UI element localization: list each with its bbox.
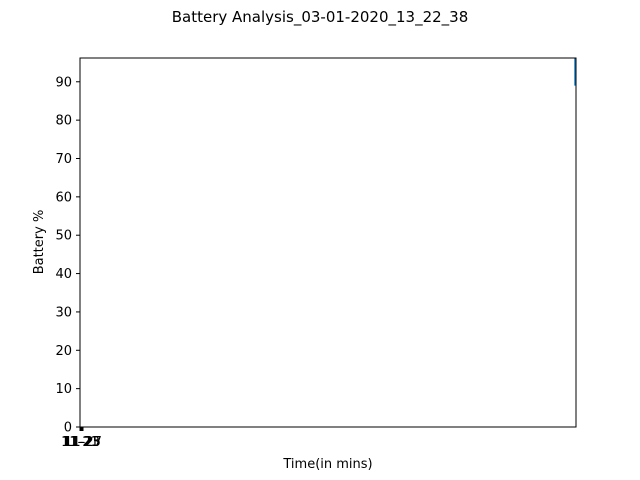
- y-tick-label: 80: [55, 114, 72, 129]
- y-tick-label: 10: [55, 382, 72, 397]
- y-tick-label: 60: [55, 190, 72, 205]
- y-tick-label: 90: [55, 75, 72, 90]
- chart-title: Battery Analysis_03-01-2020_13_22_38: [172, 8, 469, 27]
- y-tick-label: 20: [55, 344, 72, 359]
- y-tick-label: 0: [64, 421, 72, 436]
- y-tick-label: 30: [55, 305, 72, 320]
- x-tick-label: 11-27: [64, 435, 102, 450]
- y-tick-label: 50: [55, 229, 72, 244]
- x-tick-label: 11-23: [62, 435, 100, 450]
- y-tick-label: 40: [55, 267, 72, 282]
- y-axis-label: Battery %: [32, 210, 47, 275]
- x-tick-label: 11-25: [63, 435, 101, 450]
- plot-frame: [79, 57, 577, 428]
- y-tick-label: 70: [55, 152, 72, 167]
- x-tick-label: 11-21: [61, 435, 99, 450]
- x-axis-label: Time(in mins): [282, 457, 372, 472]
- y-axis: 0 10 20 30 40 50 60 70 80 90: [55, 75, 80, 436]
